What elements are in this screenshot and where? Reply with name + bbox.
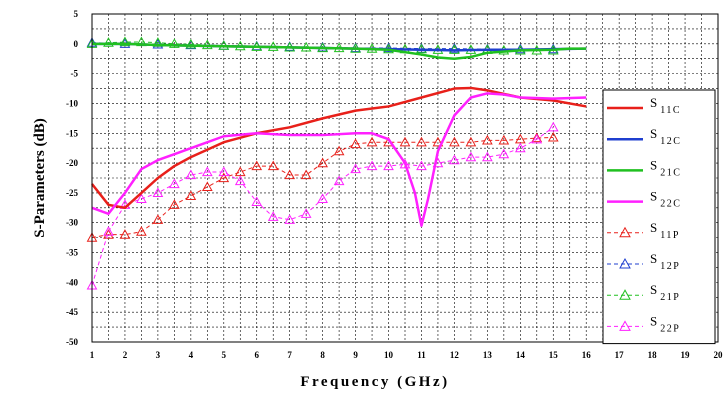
x-tick-label: 4	[189, 350, 194, 360]
y-tick-label: -20	[66, 158, 78, 168]
y-tick-label: 0	[74, 39, 79, 49]
x-tick-label: 5	[222, 350, 227, 360]
y-tick-label: -35	[66, 248, 78, 258]
x-tick-label: 15	[549, 350, 559, 360]
y-tick-label: -15	[66, 128, 78, 138]
x-axis-title: Frequency (GHz)	[300, 374, 449, 390]
legend-box	[603, 90, 715, 344]
y-tick-label: -30	[66, 218, 78, 228]
y-tick-label: -5	[71, 69, 79, 79]
x-tick-label: 3	[156, 350, 161, 360]
x-tick-label: 1	[90, 350, 95, 360]
y-tick-label: -40	[66, 277, 78, 287]
x-tick-labels: 1 2 3 4 5 6 7 8 9 10 11 12 13 14 15 16 17 18 19 20	[90, 350, 723, 360]
x-tick-label: 16	[582, 350, 592, 360]
x-tick-label: 17	[615, 350, 625, 360]
x-tick-label: 12	[450, 350, 460, 360]
y-tick-labels: 5 0 -5 -10 -15 -20 -25 -30 -35 -40 -45 -50	[66, 9, 79, 347]
y-tick-label: -45	[66, 307, 78, 317]
x-tick-label: 2	[123, 350, 128, 360]
x-tick-label: 11	[417, 350, 426, 360]
y-tick-label: -50	[66, 337, 78, 347]
x-tick-label: 6	[254, 350, 259, 360]
y-tick-label: 5	[74, 9, 79, 19]
y-axis-title: S-Parameters (dB)	[32, 118, 48, 238]
x-tick-label: 9	[353, 350, 358, 360]
x-tick-label: 10	[384, 350, 394, 360]
x-tick-label: 19	[681, 350, 691, 360]
x-tick-label: 20	[714, 350, 724, 360]
x-tick-label: 7	[287, 350, 292, 360]
x-tick-label: 14	[516, 350, 526, 360]
x-tick-label: 18	[648, 350, 658, 360]
x-tick-label: 8	[320, 350, 325, 360]
y-tick-label: -10	[66, 98, 78, 108]
y-tick-label: -25	[66, 188, 78, 198]
x-tick-label: 13	[483, 350, 493, 360]
